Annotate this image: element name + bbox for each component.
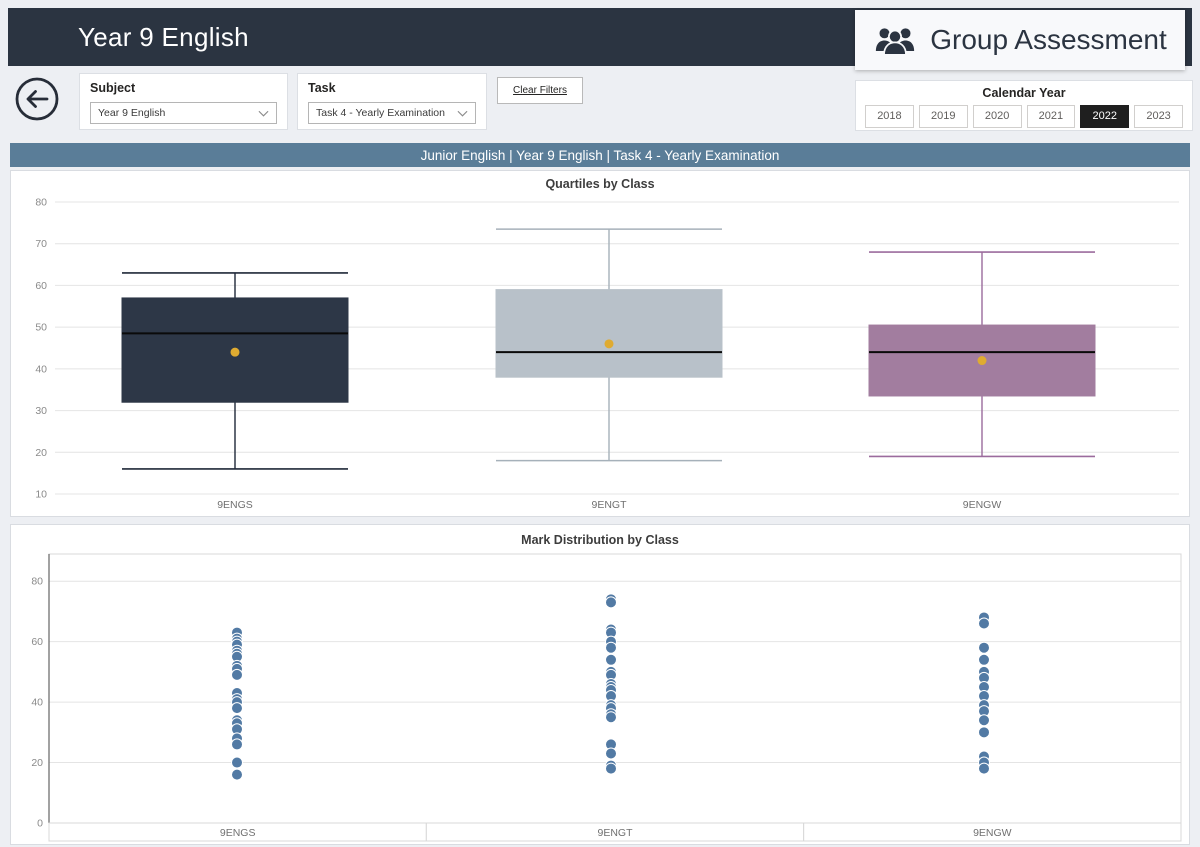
page-title: Year 9 English	[78, 21, 249, 52]
year-2019-button[interactable]: 2019	[918, 105, 968, 128]
y-axis-tick-label: 40	[31, 697, 43, 709]
calendar-year-label: Calendar Year	[982, 86, 1066, 100]
back-arrow-icon	[15, 77, 59, 121]
mark-dot[interactable]	[231, 668, 243, 681]
mean-dot	[604, 339, 614, 349]
task-dropdown[interactable]: Task 4 - Yearly Examination	[308, 102, 476, 124]
iqr-box[interactable]	[495, 289, 723, 378]
mark-dot[interactable]	[231, 738, 243, 751]
context-banner: Junior English | Year 9 English | Task 4…	[10, 143, 1190, 167]
x-axis-category-label: 9ENGS	[220, 827, 256, 839]
y-axis-tick-label: 40	[35, 363, 47, 375]
x-axis-category-cell	[803, 822, 1182, 842]
dot-plot-chart: 0 20 40 60 80 9ENGS 9ENGT 9ENGW	[31, 553, 1182, 842]
mark-dot[interactable]	[605, 711, 617, 724]
mark-dot[interactable]	[978, 641, 990, 654]
x-axis-category-label: 9ENGT	[597, 827, 633, 839]
mark-dot[interactable]	[605, 641, 617, 654]
y-axis-tick-label: 20	[35, 447, 47, 459]
y-axis-tick-label: 60	[31, 636, 43, 648]
mark-dot[interactable]	[605, 747, 617, 760]
year-2020-button[interactable]: 2020	[972, 105, 1022, 128]
mark-dot[interactable]	[605, 762, 617, 775]
x-axis-category-label: 9ENGW	[963, 499, 1002, 511]
y-axis-tick-label: 60	[35, 280, 47, 292]
quartiles-chart-card: Quartiles by Class 10 20 30 40 50 60 70 80 9ENGS…	[10, 170, 1190, 517]
mean-dot	[230, 347, 240, 357]
y-axis-tick-label: 20	[31, 757, 43, 769]
mean-dot	[977, 356, 987, 366]
x-axis-category-label: 9ENGT	[591, 499, 627, 511]
subject-dropdown-value: Year 9 English	[98, 107, 166, 119]
y-axis-tick-label: 80	[31, 576, 43, 588]
quartiles-chart-title: Quartiles by Class	[545, 177, 655, 191]
subject-filter-card: Subject Year 9 English	[79, 73, 288, 130]
year-2021-button[interactable]: 2021	[1026, 105, 1076, 128]
mark-dot[interactable]	[605, 596, 617, 609]
distribution-chart-title: Mark Distribution by Class	[521, 533, 679, 547]
back-button[interactable]	[14, 76, 60, 122]
y-axis-tick-label: 10	[35, 489, 47, 501]
group-people-icon	[876, 27, 915, 56]
task-filter-card: Task Task 4 - Yearly Examination	[297, 73, 487, 130]
year-2018-button[interactable]: 2018	[865, 105, 914, 128]
mark-dot[interactable]	[978, 714, 990, 727]
mark-dot[interactable]	[231, 702, 243, 715]
mark-dot[interactable]	[978, 653, 990, 666]
subject-dropdown[interactable]: Year 9 English	[90, 102, 277, 124]
y-axis-tick-label: 50	[35, 322, 47, 334]
year-2022-button[interactable]: 2022	[1080, 105, 1130, 128]
mark-dot[interactable]	[978, 617, 990, 630]
mark-dot[interactable]	[605, 653, 617, 666]
mark-dot[interactable]	[231, 768, 243, 781]
dot-column-9ENGS	[231, 626, 243, 781]
y-axis-tick-label: 70	[35, 238, 47, 250]
task-dropdown-value: Task 4 - Yearly Examination	[316, 107, 445, 119]
dot-column-9ENGT	[605, 593, 617, 775]
x-axis-category-label: 9ENGW	[973, 827, 1012, 839]
year-2023-button[interactable]: 2023	[1134, 105, 1183, 128]
box-plot-chart: 10 20 30 40 50 60 70 80 9ENGS 9ENGT 9ENGW	[35, 197, 1179, 511]
mark-dot[interactable]	[978, 726, 990, 739]
x-axis-category-label: 9ENGS	[217, 499, 253, 511]
dot-column-9ENGW	[978, 611, 990, 775]
chevron-down-icon	[457, 110, 468, 117]
y-axis-tick-label: 80	[35, 197, 47, 209]
chevron-down-icon	[258, 110, 269, 117]
box-plot-9ENGW[interactable]	[868, 251, 1096, 458]
distribution-chart-card: Mark Distribution by Class 0 20 40 60 80 9ENG…	[10, 524, 1190, 845]
group-assessment-label: Group Assessment	[930, 24, 1167, 55]
y-axis-tick-label: 30	[35, 405, 47, 417]
box-plot-9ENGS[interactable]	[121, 272, 349, 470]
calendar-year-slicer: Calendar Year 2018 2019 2020 2021 2022 2023	[855, 80, 1193, 131]
clear-filters-button[interactable]: Clear Filters	[497, 77, 583, 104]
calendar-year-buttons: 2018 2019 2020 2021 2022 2023	[856, 105, 1192, 128]
mark-dot[interactable]	[978, 762, 990, 775]
subject-filter-label: Subject	[90, 81, 136, 95]
box-plot-9ENGT[interactable]	[495, 228, 723, 462]
group-assessment-badge: Group Assessment	[855, 10, 1185, 70]
y-axis-tick-label: 0	[37, 818, 43, 830]
task-filter-label: Task	[308, 81, 336, 95]
mark-dot[interactable]	[231, 756, 243, 769]
